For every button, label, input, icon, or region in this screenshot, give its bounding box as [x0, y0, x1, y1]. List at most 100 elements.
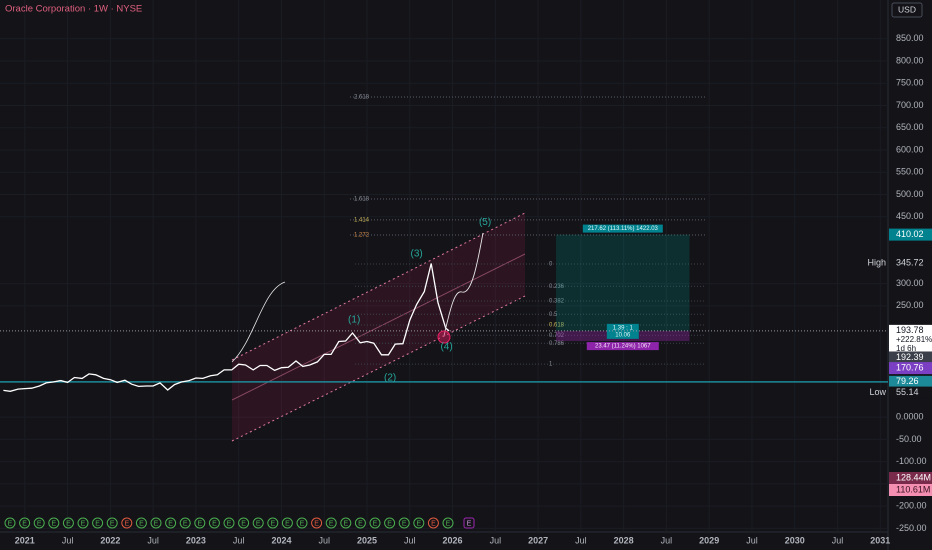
x-tick-label: Jul	[404, 535, 416, 545]
earnings-icon	[296, 517, 308, 529]
earnings-icon	[135, 517, 147, 529]
fib-ratio: 1	[549, 362, 553, 368]
earnings-letter: E	[431, 520, 436, 527]
earnings-letter: E	[110, 520, 115, 527]
fib-ratio: 0.5	[549, 312, 558, 318]
x-tick-label: 2030	[785, 535, 805, 545]
earnings-icon	[252, 517, 264, 529]
marker-box	[889, 362, 932, 375]
fib-ratio: 0.786	[549, 341, 565, 347]
plot-area: 2.618 1.618 1.414 1.272 0 0.236 0.382 0.5 0.618 0…	[0, 0, 888, 532]
earnings-letter: E	[285, 520, 290, 527]
fib-ratio: 0.382	[549, 299, 565, 305]
x-tick-label: 2026	[443, 535, 463, 545]
earnings-letter: E	[402, 520, 407, 527]
earnings-letter: E	[358, 520, 363, 527]
earnings-icon	[77, 517, 89, 529]
earnings-letter: E	[154, 520, 159, 527]
earnings-letter: E	[270, 520, 275, 527]
marker-box	[889, 375, 932, 388]
x-tick-label: 2031	[870, 535, 890, 545]
target-zone	[556, 234, 690, 331]
y-tick-label: -250.00	[896, 523, 927, 533]
volume-box	[889, 472, 932, 484]
stop-label: 23.47 (11.24%) 1067	[595, 344, 651, 350]
earnings-letter: E	[168, 520, 173, 527]
earnings-icon	[48, 517, 60, 529]
y-tick-label: 750.00	[896, 78, 924, 88]
earnings-letter: E	[329, 520, 334, 527]
earnings-icon	[33, 517, 45, 529]
currency-box[interactable]	[891, 2, 923, 18]
target-label-bg	[582, 224, 663, 233]
current-change: +222.81%	[896, 335, 932, 344]
target-label: 217.62 (113.11%) 1422.03	[588, 226, 659, 232]
center-label-bg	[606, 323, 639, 339]
x-tick-label: 2025	[357, 535, 377, 545]
earnings-icon	[106, 517, 118, 529]
countdown: 1d 6h	[896, 344, 916, 353]
y-tick-label: 500.00	[896, 189, 924, 199]
fib-ratio: 2.618	[354, 95, 370, 101]
projection-curve	[443, 232, 484, 337]
y-tick-label: -100.00	[896, 456, 927, 466]
marker-box	[889, 351, 932, 364]
earnings-icon	[194, 517, 206, 529]
y-tick-label: -200.00	[896, 501, 927, 511]
fib-ratio: 1.272	[354, 233, 370, 239]
earnings-letter: E	[22, 520, 27, 527]
earnings-icon	[354, 517, 366, 529]
fib-ratio: 1.414	[354, 217, 370, 223]
earnings-letter: E	[343, 520, 348, 527]
earnings-upcoming	[463, 517, 475, 529]
earnings-letter: E	[51, 520, 56, 527]
x-tick-label: 2029	[699, 535, 719, 545]
volume-label: 128.44M	[896, 472, 931, 482]
center-label: 10.06	[615, 332, 631, 338]
wave-label: (5)	[479, 217, 491, 228]
x-tick-label: Jul	[233, 535, 245, 545]
marker-tag: Low	[869, 387, 886, 397]
price-line	[3, 263, 450, 392]
volume-box	[889, 484, 932, 496]
marker-value: 410.02	[896, 229, 924, 239]
earnings-icon	[165, 517, 177, 529]
earnings-icon	[427, 517, 439, 529]
marker-value: 170.76	[896, 362, 924, 372]
fib-ratio: 0.618	[549, 323, 565, 329]
earnings-icon	[267, 517, 279, 529]
earnings-letter: E	[314, 520, 319, 527]
marker-tag: High	[867, 258, 886, 268]
wave-label: (2)	[384, 373, 396, 384]
earnings-icon	[369, 517, 381, 529]
current-price: 193.78	[896, 325, 924, 335]
center-label: 1.39 : 1	[613, 325, 634, 331]
x-tick-label: Jul	[746, 535, 758, 545]
earnings-icon	[19, 517, 31, 529]
earnings-icon	[62, 517, 74, 529]
x-tick-label: Jul	[661, 535, 673, 545]
fib-ratio: 0	[549, 262, 553, 268]
earnings-letter: E	[66, 520, 71, 527]
wave-label: (3)	[411, 248, 423, 259]
earnings-letter: E	[241, 520, 246, 527]
marker-value: 55.14	[896, 387, 919, 397]
earnings-letter: E	[37, 520, 42, 527]
earnings-icon	[208, 517, 220, 529]
earnings-icon	[4, 517, 16, 529]
y-tick-label: 450.00	[896, 211, 924, 221]
wave-label: (4)	[440, 341, 452, 352]
y-tick-label: 650.00	[896, 122, 924, 132]
x-tick-label: 2022	[100, 535, 120, 545]
y-tick-label: 600.00	[896, 144, 924, 154]
earnings-letter: E	[183, 520, 188, 527]
channel-mid	[231, 253, 526, 401]
fib-ratio: 0.236	[549, 284, 565, 290]
x-tick-label: Jul	[832, 535, 844, 545]
y-tick-label: 850.00	[896, 33, 924, 43]
marker-value: 345.72	[896, 258, 924, 268]
currency[interactable]: USD	[898, 4, 916, 14]
earnings-icon	[442, 517, 454, 529]
earnings-letter: E	[8, 520, 13, 527]
